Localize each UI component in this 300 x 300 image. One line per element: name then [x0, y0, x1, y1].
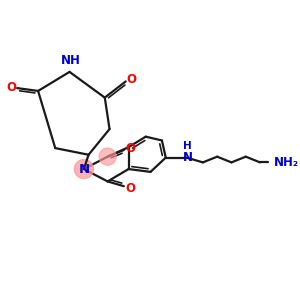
Text: N: N: [183, 151, 193, 164]
Circle shape: [74, 160, 93, 178]
Text: O: O: [6, 81, 16, 94]
Text: O: O: [126, 73, 136, 86]
Text: H: H: [183, 141, 192, 151]
Circle shape: [99, 148, 116, 165]
Text: O: O: [125, 182, 136, 195]
Text: NH₂: NH₂: [273, 156, 298, 169]
Text: O: O: [125, 142, 136, 154]
Text: N: N: [78, 163, 89, 176]
Text: NH: NH: [61, 54, 80, 67]
